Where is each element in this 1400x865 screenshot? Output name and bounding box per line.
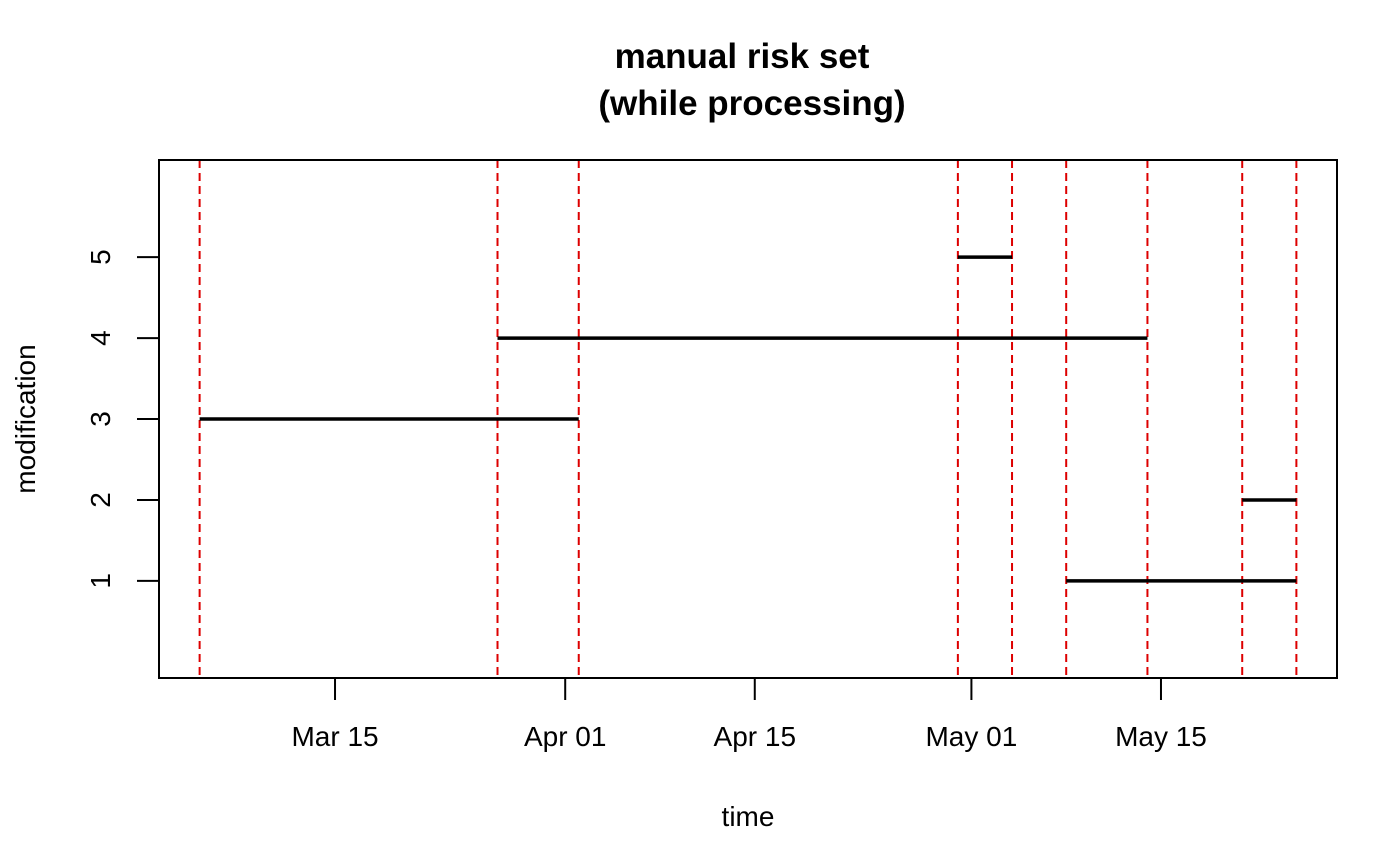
y-tick-label-3: 4 bbox=[85, 330, 116, 346]
y-tick-label-0: 1 bbox=[85, 573, 116, 589]
x-tick-label-2: Apr 15 bbox=[714, 721, 797, 752]
y-axis-label: modification bbox=[10, 344, 41, 493]
y-tick-label-4: 5 bbox=[85, 249, 116, 265]
risk-segments bbox=[199, 255, 1297, 583]
chart-title-line-2: (while processing) bbox=[598, 84, 905, 123]
x-axis: Mar 15 Apr 01 Apr 15 May 01 May 15 bbox=[291, 678, 1207, 752]
x-tick-label-0: Mar 15 bbox=[291, 721, 378, 752]
x-tick-label-3: May 01 bbox=[925, 721, 1017, 752]
y-tick-label-1: 2 bbox=[85, 492, 116, 508]
chart-title-line-1: manual risk set bbox=[615, 37, 870, 76]
y-tick-label-2: 3 bbox=[85, 411, 116, 427]
event-vlines bbox=[198, 160, 1298, 678]
x-tick-label-4: May 15 bbox=[1115, 721, 1207, 752]
y-axis: 1 2 3 4 5 bbox=[85, 249, 159, 589]
x-axis-label: time bbox=[722, 801, 775, 832]
x-tick-label-1: Apr 01 bbox=[524, 721, 607, 752]
